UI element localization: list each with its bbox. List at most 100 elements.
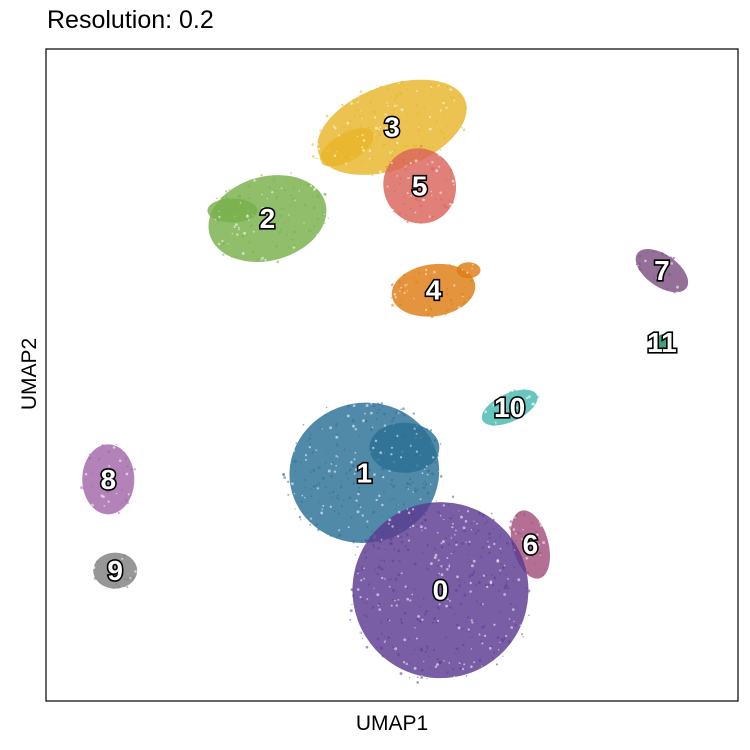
- cell-point: [88, 453, 91, 456]
- cell-point: [506, 625, 508, 628]
- cell-point: [340, 480, 342, 483]
- cell-point: [379, 451, 383, 455]
- cell-point: [661, 341, 663, 344]
- cell-point: [410, 180, 414, 183]
- cell-point: [335, 425, 338, 428]
- cell-point: [406, 283, 409, 286]
- cell-point: [411, 459, 413, 461]
- cell-point: [491, 423, 494, 426]
- cell-point: [331, 171, 334, 173]
- cell-point: [372, 446, 375, 450]
- cell-point: [351, 105, 354, 107]
- cell-point: [315, 449, 318, 451]
- cell-point: [425, 308, 428, 311]
- cell-point: [473, 520, 475, 522]
- cell-point: [382, 143, 385, 147]
- cell-point: [377, 547, 380, 550]
- cell-point: [417, 199, 421, 203]
- cell-point: [304, 496, 306, 499]
- cell-point: [400, 92, 403, 96]
- cell-point: [492, 528, 494, 530]
- cell-point: [515, 406, 519, 410]
- cell-point: [516, 398, 520, 402]
- cell-point: [442, 136, 446, 140]
- cell-point: [426, 544, 429, 547]
- cell-point: [294, 205, 297, 207]
- cell-point: [513, 516, 516, 519]
- cell-point: [444, 536, 447, 540]
- cell-point: [515, 514, 518, 517]
- cell-point: [439, 191, 442, 194]
- cell-point: [361, 160, 364, 164]
- cell-point: [343, 448, 346, 451]
- cell-point: [370, 402, 373, 405]
- cell-point: [221, 241, 225, 245]
- cell-point: [327, 469, 331, 473]
- cell-point: [392, 138, 394, 141]
- cell-point: [469, 296, 471, 299]
- cell-point: [542, 573, 545, 576]
- cell-point: [429, 429, 433, 432]
- cell-point: [399, 456, 403, 459]
- cell-point: [447, 543, 450, 546]
- cell-point: [456, 623, 459, 627]
- cell-point: [477, 603, 480, 605]
- cell-point: [117, 474, 120, 477]
- cell-point: [448, 662, 451, 664]
- cell-point: [492, 410, 496, 414]
- cell-point: [425, 455, 427, 457]
- cell-point: [461, 295, 464, 298]
- cell-point: [521, 633, 523, 636]
- cell-point: [252, 230, 255, 233]
- cell-point: [493, 576, 497, 580]
- cell-point: [449, 202, 452, 206]
- cell-point: [488, 532, 491, 536]
- cell-point: [454, 653, 456, 655]
- cell-point: [461, 627, 463, 630]
- cell-point: [373, 136, 375, 139]
- cell-point: [317, 193, 320, 196]
- cell-point: [362, 148, 366, 152]
- cell-point: [285, 180, 288, 183]
- cell-point: [378, 463, 382, 467]
- cell-point: [124, 457, 128, 460]
- cell-point: [276, 189, 278, 192]
- cell-point: [390, 453, 393, 456]
- cell-point: [530, 521, 533, 524]
- cell-point: [436, 454, 439, 457]
- cell-point: [366, 603, 368, 605]
- cell-point: [390, 161, 393, 165]
- cell-point: [374, 110, 376, 113]
- cell-point: [451, 266, 453, 269]
- cell-point: [368, 469, 371, 472]
- cell-point: [414, 211, 417, 214]
- cell-point: [271, 191, 274, 194]
- cell-point: [418, 188, 421, 191]
- cell-point: [374, 135, 378, 139]
- cell-point: [419, 605, 422, 608]
- cell-point: [427, 497, 429, 499]
- cell-point: [458, 584, 461, 587]
- cell-point: [402, 162, 405, 165]
- cell-point: [448, 565, 451, 568]
- cell-point: [413, 428, 415, 430]
- cell-point: [225, 190, 228, 193]
- cell-point: [424, 613, 427, 616]
- cell-point: [418, 151, 421, 155]
- cell-point: [488, 647, 492, 650]
- cell-point: [335, 455, 338, 457]
- cell-point: [421, 618, 424, 621]
- cell-point: [420, 123, 422, 126]
- cell-point: [414, 588, 416, 591]
- cell-point: [371, 158, 374, 161]
- cell-point: [468, 542, 471, 546]
- cell-point: [514, 549, 516, 551]
- cell-point: [357, 490, 361, 494]
- cell-point: [347, 404, 351, 408]
- cell-point: [487, 666, 491, 669]
- cell-point: [357, 572, 359, 575]
- cell-point: [300, 461, 302, 464]
- cell-point: [477, 581, 481, 584]
- cell-point: [393, 184, 396, 187]
- cell-point: [325, 114, 329, 118]
